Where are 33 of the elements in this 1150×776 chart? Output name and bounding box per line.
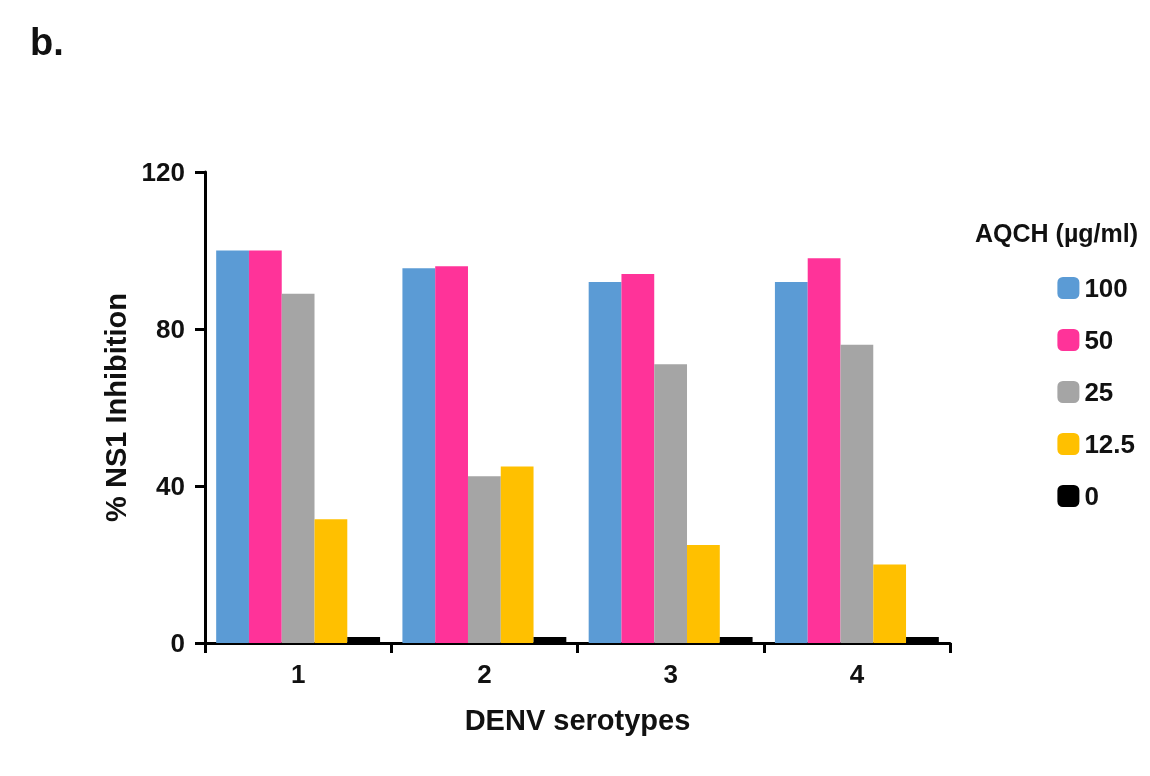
bar [281,293,315,643]
legend-label: 50 [1084,325,1114,355]
bar [621,274,655,643]
bar [248,250,282,643]
bar [774,281,808,643]
legend-label: 0 [1084,481,1099,511]
y-tick-label: 80 [156,314,185,344]
bar [588,281,622,643]
chart-title: b. [30,21,64,63]
bar [500,466,534,643]
x-tick-label: 3 [663,659,678,689]
y-tick-label: 0 [170,628,185,658]
bar [435,266,468,643]
bar [840,344,874,643]
legend-label: 25 [1084,377,1114,407]
legend-label: 100 [1084,273,1128,303]
bar [314,519,348,643]
bar [402,268,436,643]
legend-label: 12.5 [1084,429,1136,459]
bar [467,476,501,643]
x-tick-label: 1 [290,659,306,689]
y-tick-label: 40 [156,471,185,501]
bar [654,364,688,643]
legend-title: AQCH (µg/ml) [975,218,1139,247]
bar [216,250,249,643]
y-tick-label: 120 [141,157,185,187]
x-tick-label: 2 [477,659,492,689]
y-axis-title: % NS1 Inhibition [100,293,133,522]
x-tick-label: 4 [849,659,865,689]
bar [807,258,841,643]
bar [687,544,720,643]
x-axis-title: DENV serotypes [464,703,691,736]
bar [873,564,907,643]
